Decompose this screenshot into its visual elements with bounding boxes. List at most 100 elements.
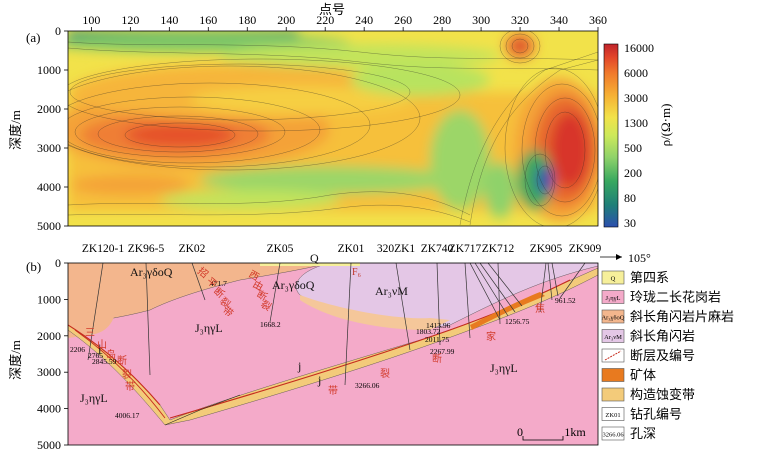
colorbar: 16000 6000 3000 1300 500 200 80 30 ρ/(Ω·m) [603,41,673,230]
unit-label: Ar₃γδoQ [130,265,173,279]
borehole-trace [344,263,352,386]
legend-item: Ar₃γδoQ 斜长角闪岩片麻岩 [601,309,734,324]
colorbar-tick-label: 80 [624,191,636,205]
borehole-name: ZK717 [449,243,482,255]
borehole-names: ZK120-1 ZK96-5 ZK02 ZK05 ZK01 320ZK1 ZK740ZK71… [82,243,602,255]
borehole-traces [87,263,586,386]
unit-label: J₃ηγL [490,361,518,375]
legend-item: 矿体 [601,368,656,383]
depth-label: 4006.17 [115,411,140,420]
fault-label: 断 [432,352,442,365]
azimuth-indicator: 105° [600,251,651,265]
depth-label: 2011.75 [425,335,449,344]
x-tick-label: 340 [550,13,568,27]
x-tick-label: 200 [277,13,295,27]
x-tick-label: 300 [472,13,490,27]
legend-swatch [601,407,625,421]
resistivity-map [68,31,598,226]
legend-label: 玲珑二长花岗岩 [630,290,721,305]
unit-label: J₃ηγL [195,321,223,335]
unit-label: Q [310,251,319,265]
fault-label: 带 [328,385,338,397]
colorbar-tick-label: 500 [624,141,642,155]
legend-label: 矿体 [630,368,656,383]
x-tick-label: 320 [511,13,529,27]
fault-label: 岛 [106,348,116,361]
legend-item: ZK01 钻孔编号 [601,407,682,422]
legend-symbol: Ar₃γδoQ [601,315,624,322]
fault-label: 带 [125,381,135,393]
x-tick-label: 280 [433,13,451,27]
legend-item: 3266.06 孔深 [601,426,656,441]
borehole-trace [497,263,501,325]
colorbar-tick-label: 16000 [624,41,654,55]
y-tick-label: 2000 [37,102,61,116]
borehole-trace [269,263,281,323]
y-tick-label: 0 [55,256,61,270]
x-tick-label: 140 [160,13,178,27]
borehole-name: ZK02 [179,243,206,255]
ore-body [470,292,545,330]
x-tick-label: 220 [316,13,334,27]
alteration-zone [68,267,598,426]
borehole-trace [479,263,516,313]
fault-label: 裂 [380,367,390,380]
x-tick-label: 240 [355,13,373,27]
panel-a-label: (a) [26,30,40,45]
unit-label: j [97,341,101,355]
panel-b-label: (b) [26,259,41,274]
fault-label: 断 [117,354,127,367]
legend-label: 断层及编号 [630,348,695,363]
borehole-name: ZK712 [482,243,515,255]
fault-label: 家 [486,330,496,343]
legend-label: 斜长角闪岩 [630,329,695,344]
depth-label: 1413.96 [426,321,451,330]
unit-label: j [297,359,301,373]
x-tick-label: 160 [199,13,217,27]
y-tick-label: 2000 [37,329,61,343]
legend-fault-line [604,350,622,361]
geologic-section [68,263,598,445]
legend-item: 断层及编号 [601,348,695,363]
depth-label: 2765 [88,351,103,360]
y-tick-label: 1000 [37,292,61,306]
borehole-trace [474,263,509,317]
borehole-name: ZK909 [569,243,602,255]
borehole-name: ZK740 [421,243,454,255]
legend-label: 斜长角闪岩片麻岩 [630,309,734,324]
borehole-trace [436,263,441,346]
borehole-trace [469,263,501,321]
unit-labels: Ar₃γδoQ Ar₃γδoQ Ar₃νM J₃ηγL J₃ηγL J₃ηγL Q F₆ j j j [80,251,518,405]
borehole-name: ZK05 [267,243,294,255]
panel-b-ylabel: 深度/m [8,340,23,380]
azimuth-label: 105° [628,251,651,265]
borehole-trace [487,263,523,307]
borehole-trace [395,263,411,351]
legend-swatch [601,309,625,324]
unit-label: Ar₃νM [375,284,408,298]
legend-swatch [601,270,625,285]
y-tick-label: 0 [55,24,61,38]
borehole-trace [464,263,471,339]
fault-label: 山 [97,339,107,351]
panel-a: (a) 点号 深度/m [8,2,673,233]
x-tick-label: 120 [121,13,139,27]
legend-symbol: 3266.06 [602,432,624,439]
borehole-trace [539,263,547,313]
y-tick-label: 5000 [37,438,61,452]
y-tick-label: 4000 [37,402,61,416]
legend-label: 构造蚀变带 [630,387,695,402]
y-tick-label: 3000 [37,141,61,155]
unit-label: J₃ηγL [80,391,108,405]
colorbar-tick-label: 6000 [624,66,648,80]
panel-a-ylabel: 深度/m [8,110,23,150]
y-tick-label: 5000 [37,219,61,233]
x-tick-label: 180 [238,13,256,27]
legend-symbol: J₃ηγL [605,295,620,302]
y-tick-label: 3000 [37,365,61,379]
legend-symbol: Q [611,276,616,283]
legend-label: 钻孔编号 [630,407,682,422]
